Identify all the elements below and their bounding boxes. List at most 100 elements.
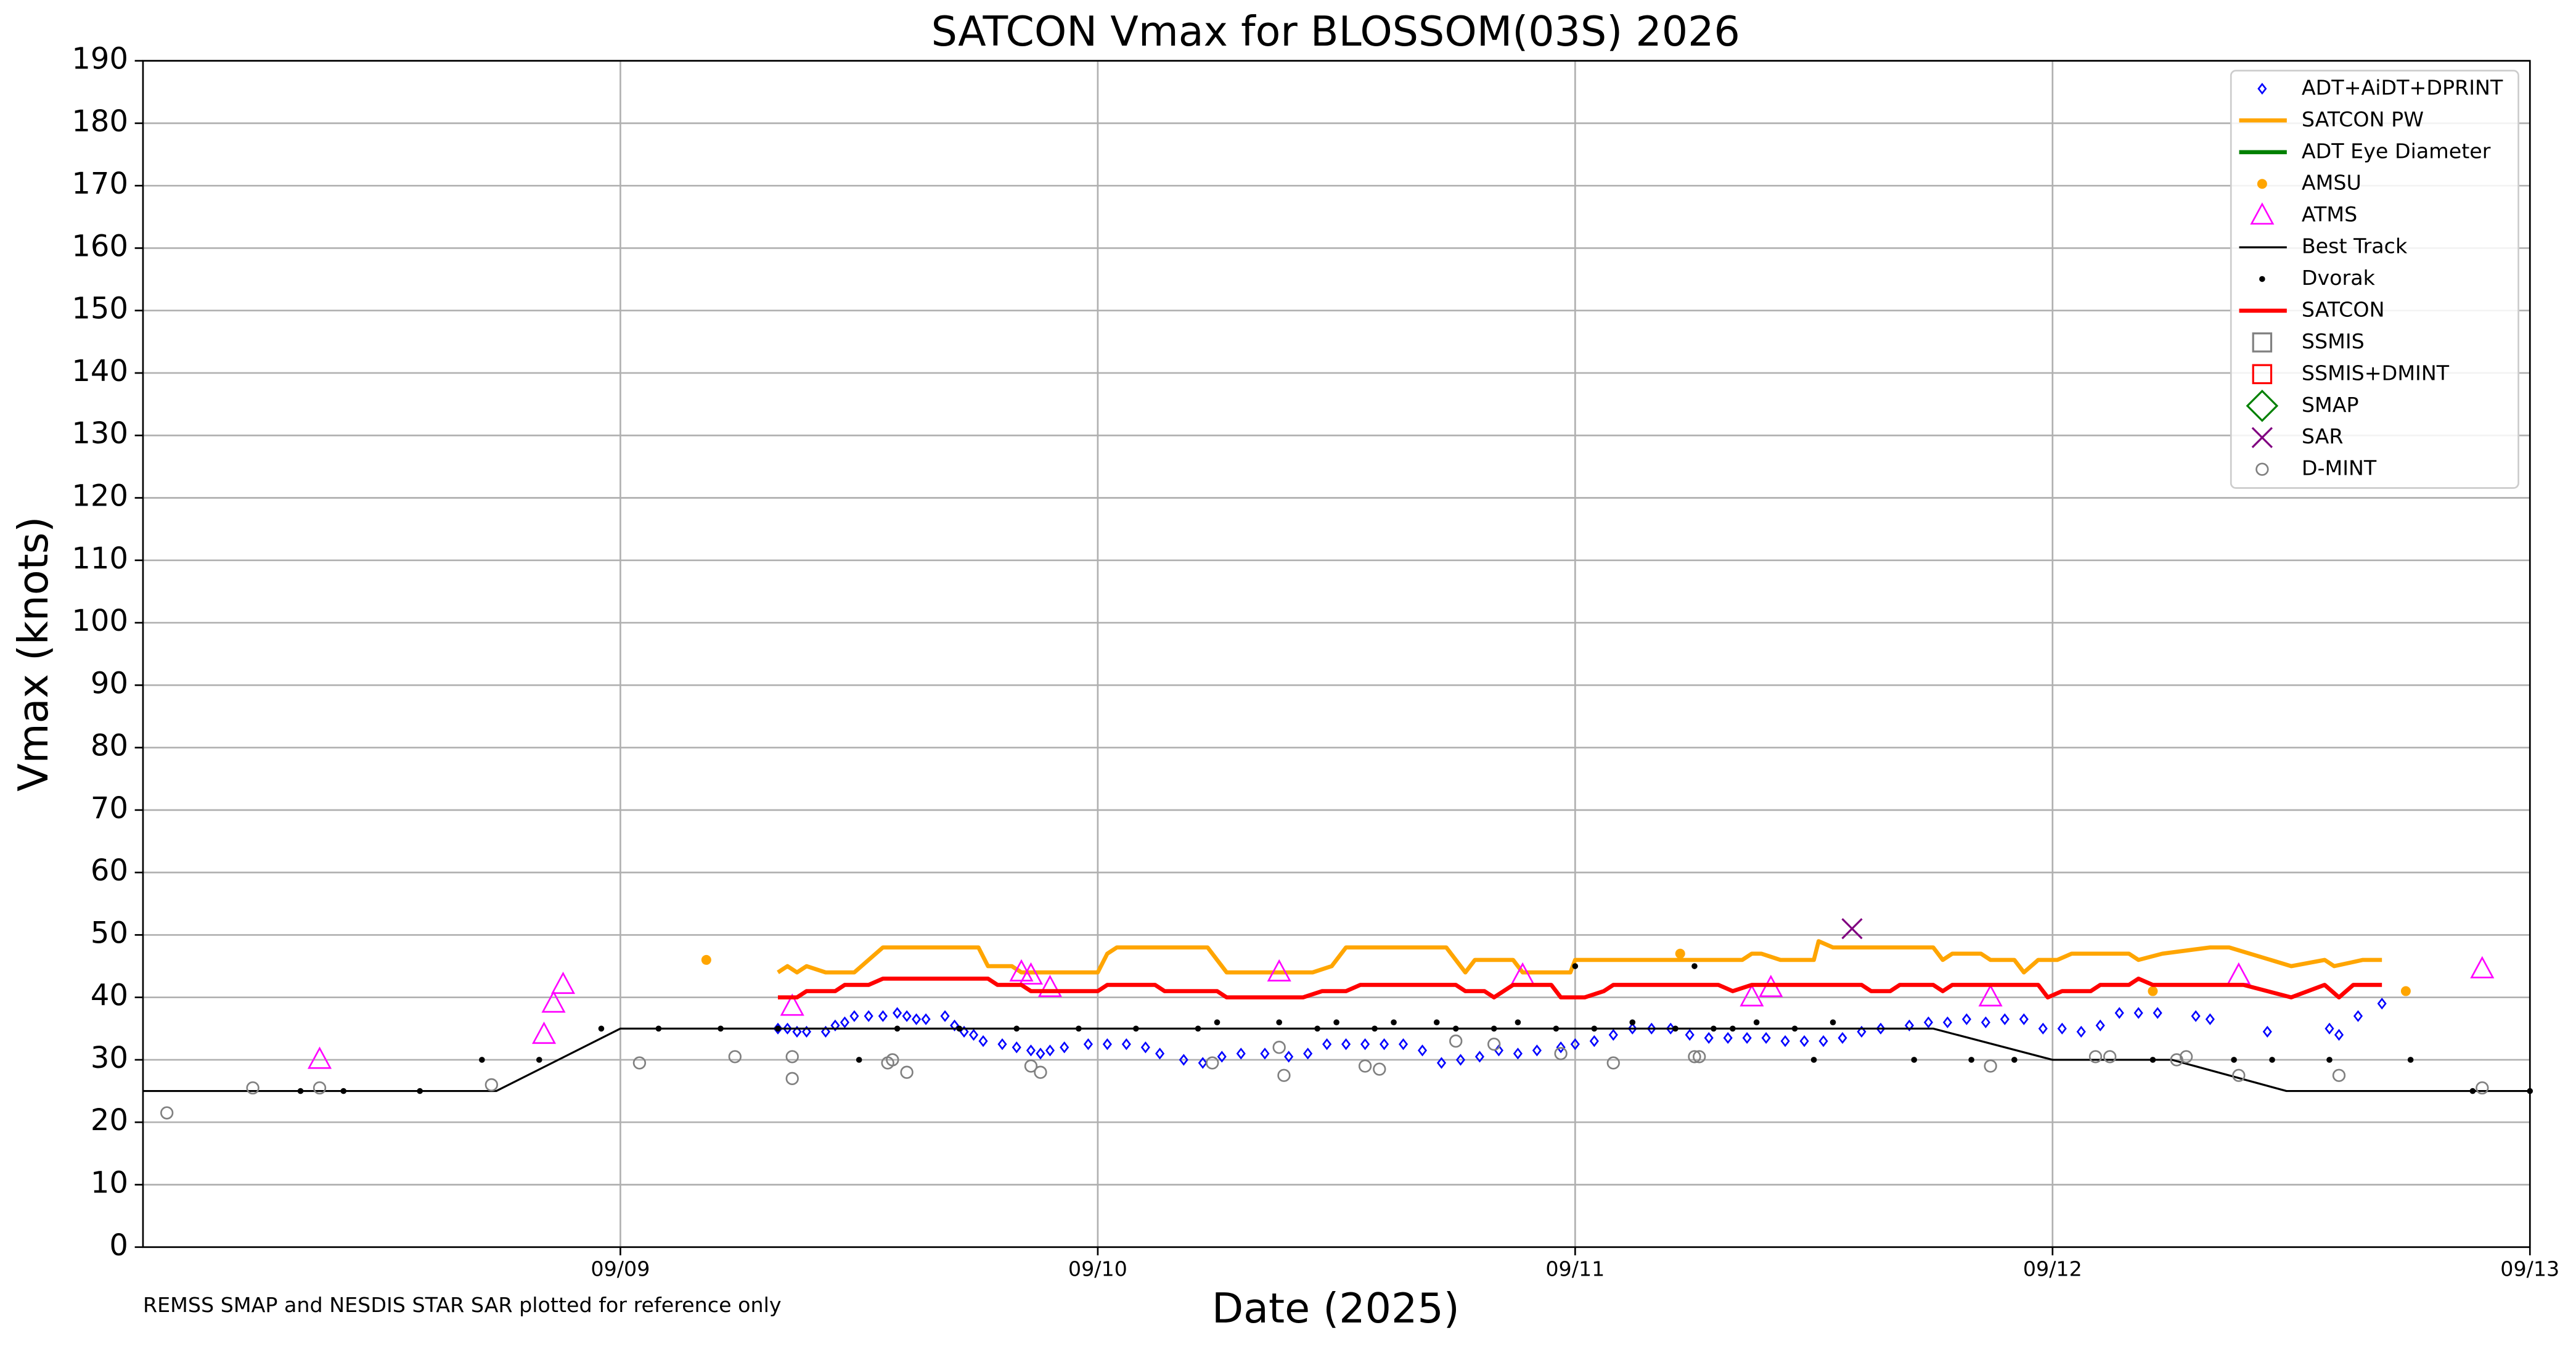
adt-marker xyxy=(801,1025,812,1038)
y-tick-label: 100 xyxy=(72,604,128,638)
adt-marker xyxy=(1761,1031,1771,1044)
adt-marker xyxy=(1961,1013,1971,1025)
adt-marker xyxy=(2257,83,2267,95)
dmint-marker xyxy=(1272,1041,1286,1054)
adt-marker xyxy=(1121,1038,1131,1051)
dmint-marker xyxy=(1373,1062,1386,1076)
dvorak-marker xyxy=(536,1057,542,1063)
dvorak-marker xyxy=(718,1025,724,1032)
adt-marker xyxy=(2191,1010,2201,1022)
dvorak-marker xyxy=(2259,276,2265,282)
sar-marker xyxy=(2251,427,2273,448)
adt-marker xyxy=(2057,1022,2067,1035)
dmint-marker xyxy=(1487,1037,1501,1051)
series-line xyxy=(777,976,2382,1000)
legend-label: SMAP xyxy=(2302,393,2359,417)
adt-marker xyxy=(1704,1031,1714,1044)
dmint-marker xyxy=(1688,1050,1701,1064)
y-tick-label: 180 xyxy=(72,104,128,139)
dvorak-marker xyxy=(1810,1057,1817,1063)
adt-marker xyxy=(820,1025,831,1038)
adt-marker xyxy=(1360,1038,1370,1051)
amsu-marker xyxy=(2400,986,2411,996)
dmint-marker xyxy=(1358,1059,1372,1073)
legend-label: SSMIS+DMINT xyxy=(2302,361,2450,385)
adt-marker xyxy=(1417,1044,1428,1057)
adt-marker xyxy=(921,1013,931,1025)
atms-marker xyxy=(541,990,566,1013)
amsu-marker xyxy=(2257,179,2267,189)
dmint-marker xyxy=(1277,1068,1291,1082)
y-tick-label: 120 xyxy=(72,479,128,514)
ssmis-marker xyxy=(2252,364,2273,385)
dvorak-marker xyxy=(956,1025,963,1032)
y-tick-label: 0 xyxy=(109,1228,128,1263)
dmint-marker xyxy=(1024,1059,1038,1073)
adt-marker xyxy=(1685,1028,1695,1041)
dvorak-marker xyxy=(1391,1019,1397,1025)
adt-marker xyxy=(1942,1016,1952,1028)
dvorak-marker xyxy=(1691,963,1698,969)
y-tick-label: 40 xyxy=(91,978,128,1013)
dmint-marker xyxy=(1554,1047,1568,1060)
adt-marker xyxy=(2019,1013,2029,1025)
adt-marker xyxy=(2095,1019,2105,1031)
adt-marker xyxy=(1589,1035,1599,1048)
dmint-marker xyxy=(2179,1050,2193,1064)
dvorak-marker xyxy=(1553,1025,1560,1032)
adt-marker xyxy=(1380,1038,1389,1051)
legend-box xyxy=(2230,70,2519,489)
y-tick-label: 150 xyxy=(72,292,128,326)
amsu-marker xyxy=(1675,948,1685,959)
adt-marker xyxy=(849,1010,859,1022)
dvorak-marker xyxy=(1013,1025,1020,1032)
y-tick-label: 110 xyxy=(72,541,128,576)
dvorak-marker xyxy=(1730,1025,1736,1032)
atms-marker xyxy=(1018,962,1044,985)
dvorak-marker xyxy=(1490,1025,1497,1032)
adt-marker xyxy=(1742,1031,1752,1044)
plot-frame xyxy=(142,60,2531,1249)
adt-marker xyxy=(1083,1038,1093,1051)
dmint-marker xyxy=(1034,1065,1047,1079)
legend-label: SAR xyxy=(2302,424,2344,448)
adt-marker xyxy=(1876,1022,1886,1035)
legend-label: Best Track xyxy=(2302,234,2408,258)
atms-marker xyxy=(2250,202,2275,225)
dmint-marker xyxy=(2255,462,2269,476)
adt-marker xyxy=(1198,1057,1208,1069)
adt-marker xyxy=(792,1025,802,1038)
y-tick-label: 70 xyxy=(91,791,128,826)
adt-marker xyxy=(1570,1038,1580,1051)
dvorak-marker xyxy=(1333,1019,1339,1025)
adt-marker xyxy=(1981,1016,1990,1028)
adt-marker xyxy=(1260,1048,1270,1060)
adt-marker xyxy=(1818,1035,1828,1048)
dmint-marker xyxy=(2103,1050,2117,1064)
adt-marker xyxy=(1513,1048,1523,1060)
dvorak-marker xyxy=(1753,1019,1760,1025)
dmint-marker xyxy=(160,1106,174,1120)
dmint-marker xyxy=(2476,1081,2489,1095)
adt-marker xyxy=(1045,1044,1055,1057)
dmint-marker xyxy=(2232,1068,2246,1082)
y-tick-label: 130 xyxy=(72,416,128,451)
y-tick-label: 90 xyxy=(91,666,128,700)
y-tick-label: 60 xyxy=(91,853,128,888)
ssmis-marker xyxy=(2252,332,2273,353)
adt-marker xyxy=(1436,1057,1447,1069)
dvorak-marker xyxy=(2407,1057,2414,1063)
dmint-marker xyxy=(485,1078,498,1092)
dvorak-marker xyxy=(894,1025,901,1032)
adt-marker xyxy=(2000,1013,2010,1025)
dvorak-marker xyxy=(1968,1057,1974,1063)
dvorak-marker xyxy=(297,1088,304,1094)
legend-label: D-MINT xyxy=(2302,456,2377,480)
dvorak-marker xyxy=(340,1088,347,1094)
atms-marker xyxy=(1740,984,1764,1007)
sar-marker xyxy=(1841,918,1863,940)
dvorak-marker xyxy=(2011,1057,2018,1063)
footnote: REMSS SMAP and NESDIS STAR SAR plotted f… xyxy=(143,1293,782,1317)
adt-marker xyxy=(2205,1013,2215,1025)
